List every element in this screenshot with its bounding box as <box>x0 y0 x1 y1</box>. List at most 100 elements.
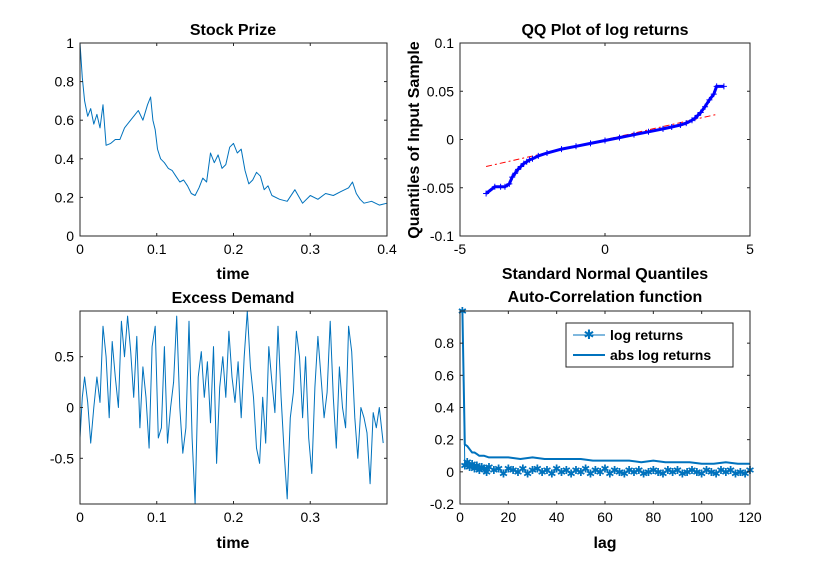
excess-title: Excess Demand <box>172 290 295 307</box>
x-tick-label: 0.2 <box>224 241 244 257</box>
data-point: ✱ <box>518 463 527 476</box>
data-point: ✱ <box>678 467 687 480</box>
data-point: ✱ <box>634 464 643 477</box>
data-point: ✱ <box>596 466 605 479</box>
qq-point <box>660 125 666 132</box>
x-tick-label: 20 <box>501 509 517 525</box>
qq-ylabel: Quantiles of Input Sample <box>406 41 423 238</box>
data-point: ✱ <box>513 466 522 479</box>
x-tick-label: 0 <box>601 241 609 257</box>
data-point: ✱ <box>702 464 711 477</box>
qq-point <box>535 152 542 159</box>
data-point: ✱ <box>649 464 658 477</box>
data-point: ✱ <box>467 458 476 471</box>
y-tick-label: 0 <box>446 132 454 148</box>
acf-xlabel: lag <box>593 535 616 552</box>
qq-point <box>509 174 516 181</box>
data-point: ✱ <box>477 461 486 474</box>
y-tick-label: 0 <box>66 228 74 244</box>
data-point: ✱ <box>460 459 469 472</box>
data-point: ✱ <box>726 464 735 477</box>
data-point: ✱ <box>658 467 667 480</box>
data-point: ✱ <box>475 464 484 477</box>
x-tick-label: 120 <box>738 509 762 525</box>
acf-chart: Auto-Correlation function ✱✱✱✱✱✱✱✱✱✱✱✱✱✱… <box>430 289 762 552</box>
qq-point <box>515 166 521 173</box>
data-point: ✱ <box>576 466 585 479</box>
data-point: ✱ <box>567 467 576 480</box>
data-point: ✱ <box>736 466 745 479</box>
data-point: ✱ <box>707 466 716 479</box>
data-point: ✱ <box>605 467 614 480</box>
data-point: ✱ <box>480 463 489 476</box>
qq-point <box>587 140 594 147</box>
price-title: Stock Prize <box>190 22 276 39</box>
y-tick-label: -0.5 <box>50 450 74 466</box>
y-tick-label: 0.4 <box>435 400 455 416</box>
data-point: ✱ <box>673 464 682 477</box>
qq-point <box>544 150 550 157</box>
data-point: ✱ <box>654 466 663 479</box>
qq-point <box>710 91 717 98</box>
acf-title: Auto-Correlation function <box>508 289 703 306</box>
price-xlabel: time <box>217 266 250 283</box>
data-point: ✱ <box>644 466 653 479</box>
qq-point <box>558 146 565 153</box>
qq-point <box>501 183 508 190</box>
data-point: ✱ <box>463 456 472 469</box>
data-point: ✱ <box>489 464 498 477</box>
data-point: ✱ <box>721 466 730 479</box>
data-point: ✱ <box>620 467 629 480</box>
qq-point <box>483 190 490 197</box>
x-tick-label: 100 <box>690 509 714 525</box>
x-tick-label: -5 <box>454 241 467 257</box>
y-tick-label: 0.05 <box>427 83 454 99</box>
x-tick-label: 80 <box>646 509 662 525</box>
qq-point <box>713 83 720 90</box>
series-line-price <box>79 42 388 206</box>
qq-point <box>631 131 637 138</box>
y-tick-label: 0.6 <box>55 112 75 128</box>
data-point: ✱ <box>610 464 619 477</box>
y-tick-label: -0.05 <box>422 180 454 196</box>
data-point: ✱ <box>499 467 508 480</box>
excess-xlabel: time <box>217 535 250 552</box>
qq-point <box>529 155 536 162</box>
qq-point <box>526 156 533 163</box>
data-point: ✱ <box>552 463 561 476</box>
qq-point <box>645 128 652 135</box>
data-point: ✱ <box>472 459 481 472</box>
qq-point <box>512 170 519 177</box>
qq-point <box>702 103 709 110</box>
x-tick-label: 0 <box>76 241 84 257</box>
legend-label-abs-log-returns: abs log returns <box>610 347 711 363</box>
y-tick-label: 0 <box>66 400 74 416</box>
qq-point <box>573 143 579 150</box>
x-tick-label: 0.1 <box>147 509 167 525</box>
qq-title: QQ Plot of log returns <box>521 22 688 39</box>
data-point: ✱ <box>683 466 692 479</box>
series-line-excess-demand <box>79 310 384 505</box>
data-point: ✱ <box>557 466 566 479</box>
y-tick-label: 0.2 <box>55 189 75 205</box>
qq-point <box>506 180 513 187</box>
qq-xlabel: Standard Normal Quantiles <box>502 266 708 283</box>
price-chart: Stock Prize 0 0.1 0.2 0.3 0.400.20.40.60.81 … <box>55 22 397 283</box>
data-point: ✱ <box>504 463 513 476</box>
data-point: ✱ <box>470 463 479 476</box>
x-tick-label: 40 <box>549 509 565 525</box>
data-point: ✱ <box>482 466 491 479</box>
x-tick-label: 0 <box>456 509 464 525</box>
qq-point <box>697 109 704 116</box>
x-tick-label: 0.3 <box>301 241 321 257</box>
series-line-log-returns <box>461 310 751 474</box>
data-point: ✱ <box>494 463 503 476</box>
qq-point <box>683 120 690 127</box>
y-tick-label: 0.8 <box>435 335 455 351</box>
data-point: ✱ <box>581 463 590 476</box>
data-point: ✱ <box>528 464 537 477</box>
data-point: ✱ <box>571 464 580 477</box>
data-point: ✱ <box>629 466 638 479</box>
data-point: ✱ <box>625 464 634 477</box>
